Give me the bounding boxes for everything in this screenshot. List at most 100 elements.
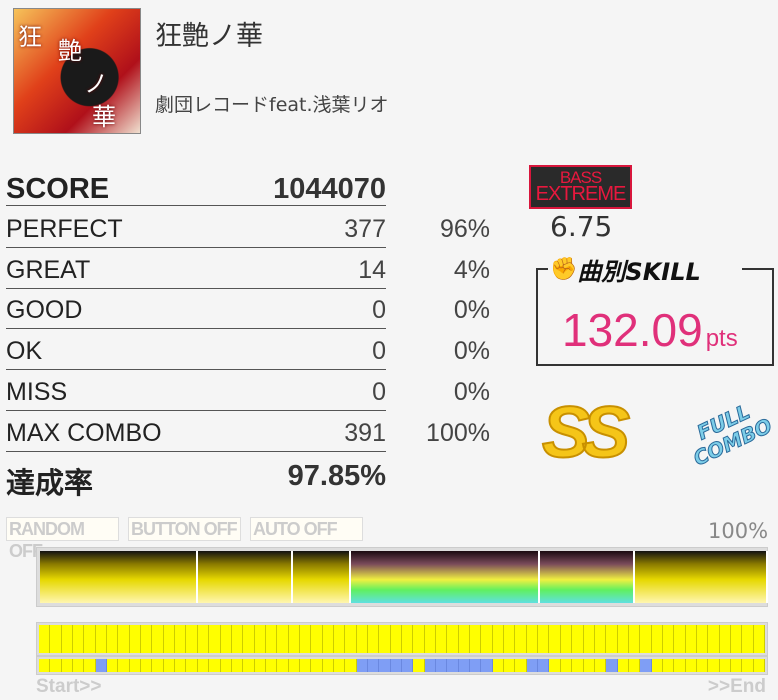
timeline-cell — [538, 625, 550, 653]
gauge-section-rainbow — [351, 551, 540, 603]
timeline-cell — [299, 625, 312, 653]
timeline-cell — [504, 625, 516, 653]
score-row: SCORE 1044070 — [6, 165, 386, 206]
timeline-cell — [674, 659, 686, 672]
timeline-cell — [379, 625, 391, 653]
timeline-cell — [254, 625, 266, 653]
timeline-cell — [662, 625, 675, 653]
judgement-label: GREAT — [6, 255, 91, 284]
timeline-cell — [288, 659, 300, 672]
start-label: Start>> — [36, 676, 102, 697]
skill-box — [536, 268, 774, 366]
judgement-row-perfect: PERFECT 377 96% — [6, 207, 490, 248]
timeline-cell — [333, 625, 346, 653]
timeline-cell — [640, 659, 652, 672]
timeline-cell — [322, 659, 334, 672]
timeline-cell — [84, 625, 96, 653]
timeline-cell — [753, 659, 765, 672]
timeline-cell — [345, 659, 357, 672]
judgement-label: MISS — [6, 377, 68, 406]
timeline-cell — [209, 659, 221, 672]
timeline-cell — [84, 659, 96, 672]
timeline-cell — [402, 659, 414, 672]
timeline-cell — [447, 659, 459, 672]
timeline-cell — [175, 625, 187, 653]
judgement-pct: 0% — [453, 296, 490, 325]
timeline-cell — [742, 625, 754, 653]
timeline-cell — [640, 625, 652, 653]
judgement-count: 377 — [344, 215, 386, 243]
judgement-row-max-combo: MAX COMBO 391 100% — [6, 411, 490, 452]
timeline-cell — [73, 625, 85, 653]
timeline-cell — [458, 659, 471, 672]
timeline-cell — [356, 659, 368, 672]
timeline-cell — [175, 659, 187, 672]
judgement-row-ok: OK 0 0% — [6, 329, 490, 371]
timeline-cell — [719, 625, 731, 653]
timeline-cell — [209, 625, 221, 653]
timeline-cell — [583, 659, 595, 672]
timeline-cell — [61, 625, 74, 653]
judgement-pct: 0% — [453, 377, 490, 406]
timeline-cell — [685, 625, 697, 653]
timeline-cell — [504, 659, 516, 672]
judgement-count: 0 — [372, 296, 386, 325]
timeline-cell — [413, 659, 425, 672]
timeline-cell — [243, 625, 255, 653]
timeline-cell — [447, 625, 459, 653]
full-combo-icon: FULL COMBO — [689, 399, 776, 471]
timeline-cell — [458, 625, 471, 653]
timeline-cell — [436, 659, 448, 672]
judgement-pct: 4% — [453, 255, 490, 284]
timeline-cell — [163, 659, 176, 672]
timeline-cell — [379, 659, 391, 672]
judgement-count: 0 — [372, 337, 386, 366]
gauge-section-rainbow — [540, 551, 635, 603]
judgement-count: 391 — [344, 418, 386, 447]
timeline-strip-top — [36, 622, 768, 656]
timeline-cell — [356, 625, 368, 653]
timeline-cell — [288, 625, 300, 653]
timeline-cell — [674, 625, 686, 653]
timeline-cell — [243, 659, 255, 672]
timeline-cell — [39, 659, 51, 672]
badge-instrument: BASS — [559, 168, 602, 187]
timeline-cell — [254, 659, 266, 672]
judgement-pct: 96% — [439, 215, 490, 243]
timeline-cell — [526, 625, 539, 653]
option-random: RANDOM OFF — [6, 517, 119, 561]
timeline-cell — [696, 659, 709, 672]
timeline-cell — [708, 625, 720, 653]
art-char: ノ — [84, 70, 108, 98]
timeline-cell — [628, 625, 641, 653]
timeline-cell — [696, 625, 709, 653]
timeline-strip-bottom — [36, 656, 768, 675]
timeline-cell — [141, 625, 153, 653]
timeline-cell — [753, 625, 765, 653]
judgement-pct: 100% — [426, 418, 490, 447]
timeline-cell — [515, 625, 527, 653]
timeline-cell — [730, 659, 743, 672]
timeline-cell — [163, 625, 176, 653]
timeline-cell — [277, 625, 289, 653]
judgement-pct: 0% — [453, 337, 490, 366]
timeline-cell — [197, 659, 210, 672]
timeline-cell — [197, 625, 210, 653]
timeline-cell — [594, 625, 607, 653]
timeline-cell — [95, 659, 108, 672]
timeline-cell — [685, 659, 697, 672]
art-char: 艶 — [58, 37, 82, 65]
timeline-cell — [152, 659, 164, 672]
timeline-cell — [322, 625, 334, 653]
timeline-cell — [311, 625, 323, 653]
art-char: 狂 — [18, 23, 42, 51]
timeline-cell — [265, 659, 278, 672]
timeline-cell — [390, 659, 402, 672]
difficulty-level: 6.75 — [550, 210, 613, 243]
achievement-row: 達成率 97.85% — [6, 452, 386, 500]
timeline-cell — [481, 625, 493, 653]
timeline-cell — [265, 625, 278, 653]
timeline-cell — [719, 659, 731, 672]
timeline-cell — [118, 625, 130, 653]
timeline-cell — [742, 659, 754, 672]
